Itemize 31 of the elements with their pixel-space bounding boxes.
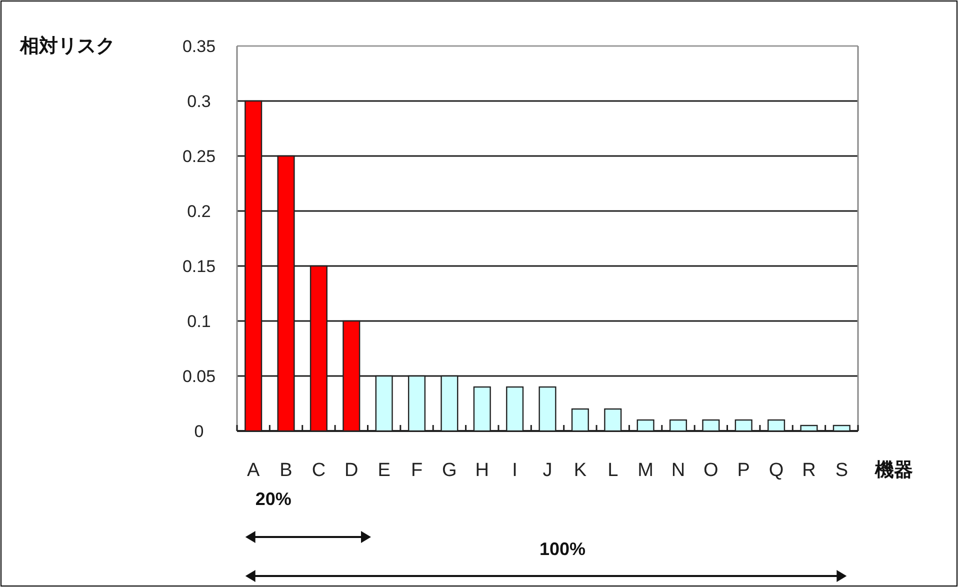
x-tick-label: E: [378, 460, 390, 481]
x-tick-label: J: [542, 460, 552, 481]
x-tick-label: D: [344, 460, 358, 481]
x-tick-label: P: [737, 460, 750, 481]
x-tick-label: R: [802, 460, 816, 481]
x-tick-label: C: [312, 460, 326, 481]
x-tick-label: B: [280, 460, 292, 481]
x-tick-label: G: [442, 460, 457, 481]
x-tick-label: A: [247, 460, 260, 481]
x-tick-label: N: [671, 460, 686, 481]
y-tick-label: 0.05: [182, 367, 216, 386]
y-tick-label: 0.2: [187, 202, 211, 221]
x-tick-label: I: [512, 460, 518, 481]
y-tick-label: 0: [194, 422, 204, 441]
x-tick-label: S: [835, 460, 848, 481]
text: 100%: [539, 539, 586, 559]
x-tick-label: H: [475, 460, 489, 481]
y-tick-label: 0.1: [187, 312, 211, 331]
x-tick-label: O: [704, 460, 718, 481]
x-tick-label: L: [608, 460, 618, 481]
x-tick-label: K: [574, 460, 587, 481]
x-tick-label: M: [638, 460, 654, 481]
x-tick-label: Q: [768, 460, 784, 481]
text: 20%: [255, 489, 292, 509]
y-axis-title: 相対リスク: [19, 35, 115, 57]
y-tick-label: 0.35: [182, 37, 216, 56]
y-tick-label: 0.3: [187, 92, 211, 111]
y-tick-label: 0.15: [182, 257, 216, 276]
x-axis-title: 機器: [874, 460, 913, 481]
y-tick-label: 0.25: [182, 147, 216, 166]
x-tick-label: F: [410, 460, 423, 481]
